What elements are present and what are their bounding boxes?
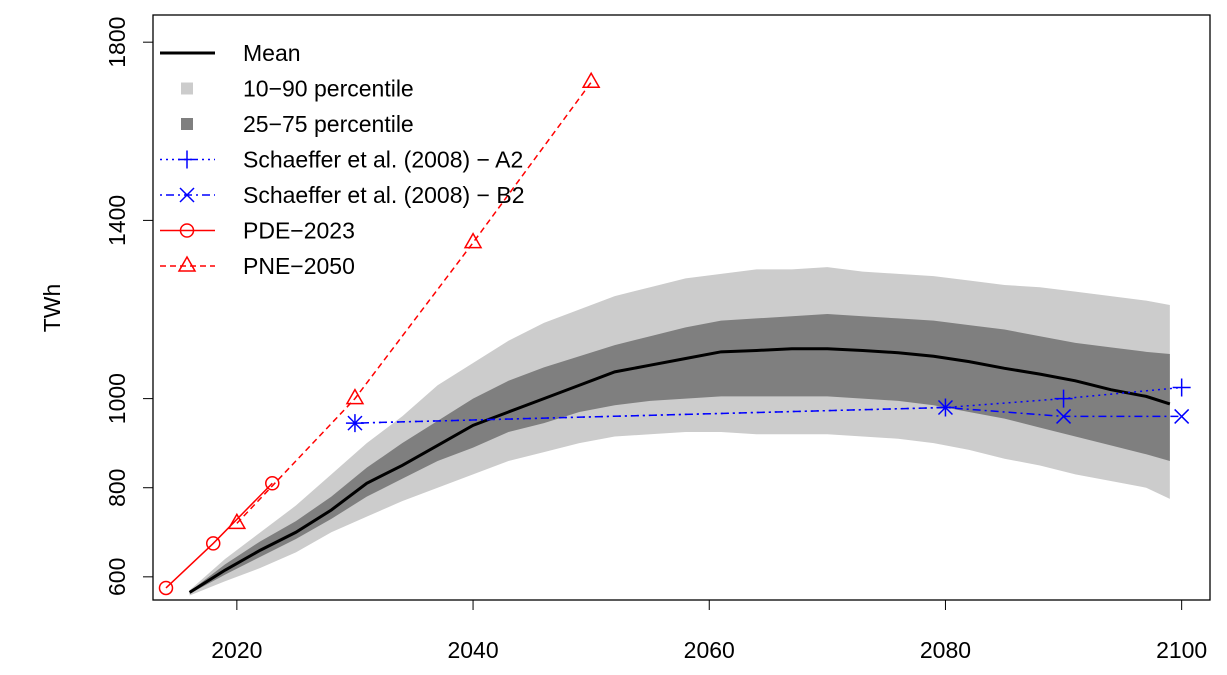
marker-plus <box>1172 378 1191 397</box>
marker-cross <box>1056 408 1072 424</box>
legend-marker <box>179 223 195 238</box>
legend-label: PNE−2050 <box>243 253 355 279</box>
x-tick-label: 2040 <box>447 637 498 663</box>
marker-triangle <box>463 232 483 249</box>
y-tick-label: 800 <box>104 469 130 507</box>
marker-circle <box>205 536 221 551</box>
marker-circle <box>158 580 174 596</box>
legend-label: Schaeffer et al. (2008) − B2 <box>243 182 525 208</box>
legend-marker <box>177 255 197 272</box>
marker-triangle <box>227 512 247 530</box>
y-tick-label: 1400 <box>104 195 130 246</box>
legend-label: Mean <box>243 40 301 66</box>
series-line <box>236 81 592 524</box>
legend-label: PDE−2023 <box>243 218 355 244</box>
legend-label: 10−90 percentile <box>243 76 414 102</box>
marker-cross <box>1174 408 1190 424</box>
series-line <box>188 347 1171 594</box>
legend-label: 25−75 percentile <box>243 111 414 137</box>
band <box>189 313 1170 594</box>
marker-triangle <box>345 388 365 405</box>
legend-swatch <box>181 118 193 130</box>
y-tick-label: 1800 <box>104 17 130 68</box>
marker-cross <box>937 399 953 416</box>
legend-swatch <box>181 82 193 95</box>
band <box>189 267 1170 596</box>
legend-label: Schaeffer et al. (2008) − A2 <box>243 147 523 173</box>
plot-area <box>188 267 1171 596</box>
series-line <box>165 482 273 589</box>
marker-triangle <box>581 71 601 89</box>
marker-cross <box>347 415 363 431</box>
plot-frame <box>152 14 1211 601</box>
marker-plus <box>1054 389 1073 408</box>
x-tick-label: 2080 <box>920 637 971 663</box>
x-tick-label: 2100 <box>1156 637 1207 663</box>
legend-marker <box>179 187 195 203</box>
x-tick-label: 2060 <box>684 637 735 663</box>
series-line <box>354 406 1182 424</box>
legend-marker <box>178 150 196 169</box>
y-tick-label: 600 <box>104 558 130 596</box>
y-tick-label: 1000 <box>104 373 130 424</box>
x-tick-label: 2020 <box>211 637 262 663</box>
y-axis-label: TWh <box>39 284 65 333</box>
marker-circle <box>265 476 280 491</box>
